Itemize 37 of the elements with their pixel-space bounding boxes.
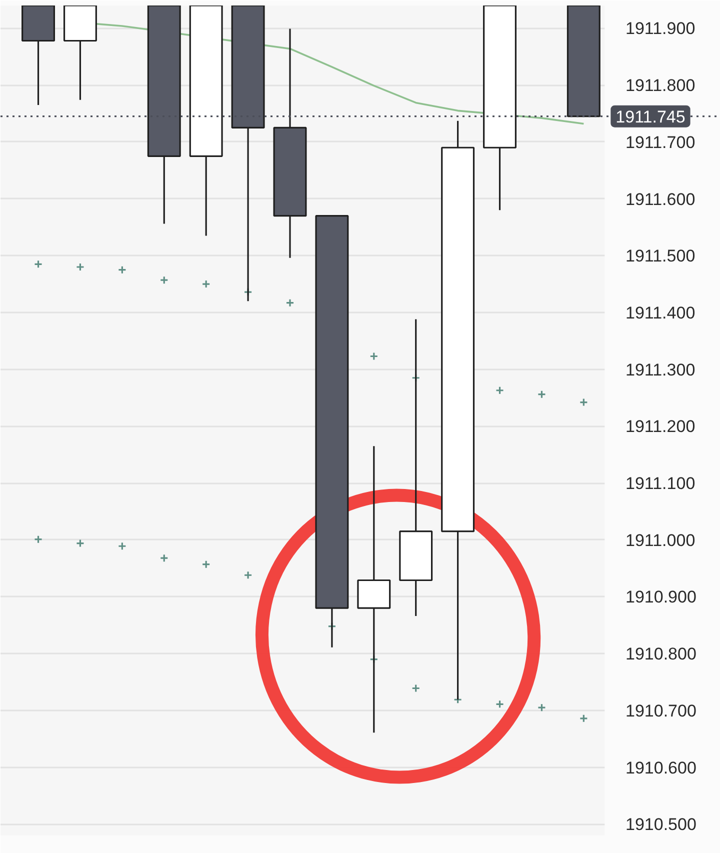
point xyxy=(76,262,85,272)
point xyxy=(118,266,126,274)
y-tick-label: 1911.000 xyxy=(626,530,696,550)
y-tick-label: 1911.200 xyxy=(626,417,696,436)
point xyxy=(76,538,85,548)
point xyxy=(370,352,378,361)
point xyxy=(286,298,294,308)
point xyxy=(34,260,43,268)
point xyxy=(412,684,420,693)
y-tick-label: 1910.700 xyxy=(626,701,696,720)
point xyxy=(160,276,168,284)
ref-line-label: 1911.745 xyxy=(616,107,686,126)
y-tick-label: 1911.400 xyxy=(626,303,696,322)
point xyxy=(537,703,546,712)
point xyxy=(34,535,43,544)
point xyxy=(202,560,210,569)
y-tick-label: 1911.600 xyxy=(626,190,696,209)
y-tick-label: 1911.700 xyxy=(626,132,696,152)
y-tick-label: 1911.800 xyxy=(626,76,696,96)
point xyxy=(579,714,588,723)
y-tick-label: 1910.500 xyxy=(626,815,696,834)
y-tick-label: 1910.600 xyxy=(626,758,696,778)
point xyxy=(495,700,504,708)
point xyxy=(579,398,588,407)
point xyxy=(118,542,126,550)
y-tick-label: 1911.300 xyxy=(626,360,696,380)
y-tick-label: 1911.500 xyxy=(626,246,696,266)
point xyxy=(160,554,168,562)
y-tick-label: 1911.900 xyxy=(626,19,696,38)
y-tick-label: 1910.800 xyxy=(626,644,696,664)
point xyxy=(495,386,504,395)
y-tick-label: 1910.900 xyxy=(626,588,696,607)
point xyxy=(202,280,210,288)
candlestick xyxy=(357,445,391,734)
point xyxy=(244,570,252,580)
y-tick-label: 1911.100 xyxy=(626,474,696,494)
point xyxy=(537,390,546,399)
